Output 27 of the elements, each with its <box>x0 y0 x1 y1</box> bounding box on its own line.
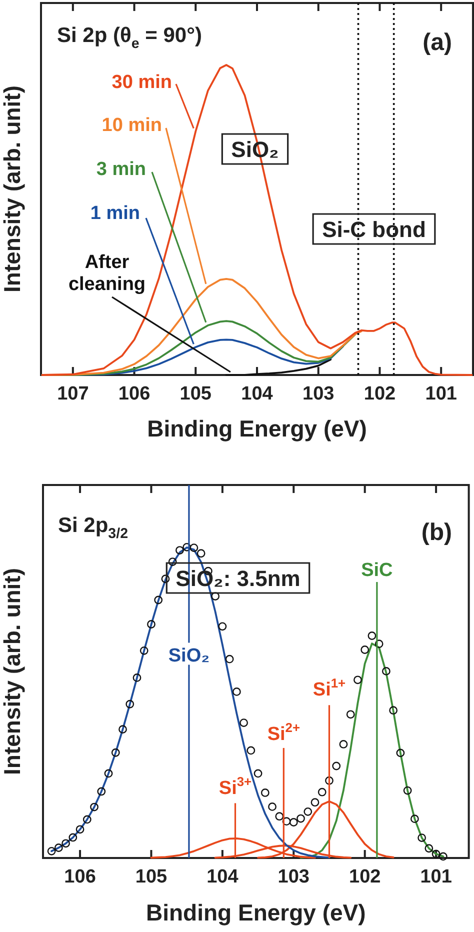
text: 3 min <box>96 159 146 180</box>
text: After cleaning <box>68 252 146 295</box>
x-tick-label: 102 <box>348 866 381 888</box>
text: 10 min <box>102 115 162 136</box>
ref-line-label: SiO₂ <box>168 646 210 667</box>
text: 1 min <box>90 203 140 224</box>
x-axis-title: Binding Energy (eV) <box>146 900 366 926</box>
x-tick-label: 103 <box>278 866 310 888</box>
text: (a) <box>422 29 452 56</box>
x-axis-title: Binding Energy (eV) <box>147 416 367 442</box>
y-axis-title: Intensity (arb. unit) <box>0 86 26 292</box>
x-tick-label: 106 <box>64 866 96 888</box>
x-tick-label: 107 <box>57 384 89 405</box>
x-tick-label: 102 <box>364 384 396 405</box>
y-axis-title: Intensity (arb. unit) <box>0 568 26 775</box>
x-tick-label: 105 <box>135 866 168 888</box>
annotation: Si-C bond <box>322 217 426 242</box>
x-tick-label: 106 <box>118 384 150 405</box>
x-tick-label: 101 <box>425 384 458 405</box>
x-tick-label: 101 <box>420 866 452 888</box>
x-tick-label: 105 <box>180 384 212 405</box>
text: (b) <box>421 519 452 546</box>
x-tick-label: 104 <box>241 384 274 405</box>
series-label: 30 min <box>112 72 172 93</box>
x-tick-label: 104 <box>206 866 239 888</box>
ref-line-label: SiC <box>361 560 394 581</box>
x-tick-label: 103 <box>302 384 334 405</box>
